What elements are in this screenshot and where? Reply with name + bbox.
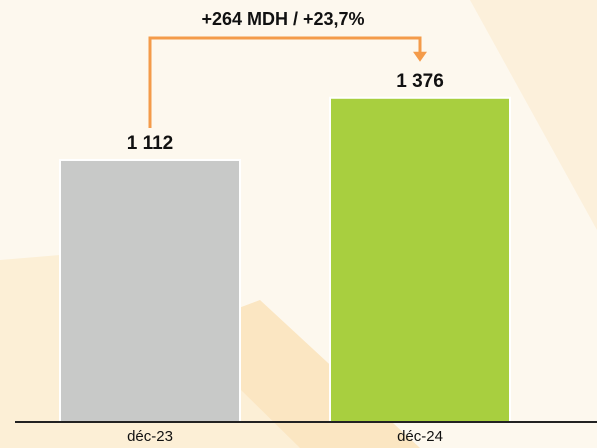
arrow-head [413,51,427,62]
annotation: +264 MDH / +23,7% [201,9,364,29]
x-tick-label: déc-23 [127,428,173,445]
x-tick-label: déc-24 [397,428,443,445]
bar [329,96,511,423]
value-label: 1 376 [396,71,444,92]
background-shape [470,0,597,230]
value-label: 1 112 [127,133,174,154]
bar [59,158,241,424]
annotation-arrow [148,36,422,128]
